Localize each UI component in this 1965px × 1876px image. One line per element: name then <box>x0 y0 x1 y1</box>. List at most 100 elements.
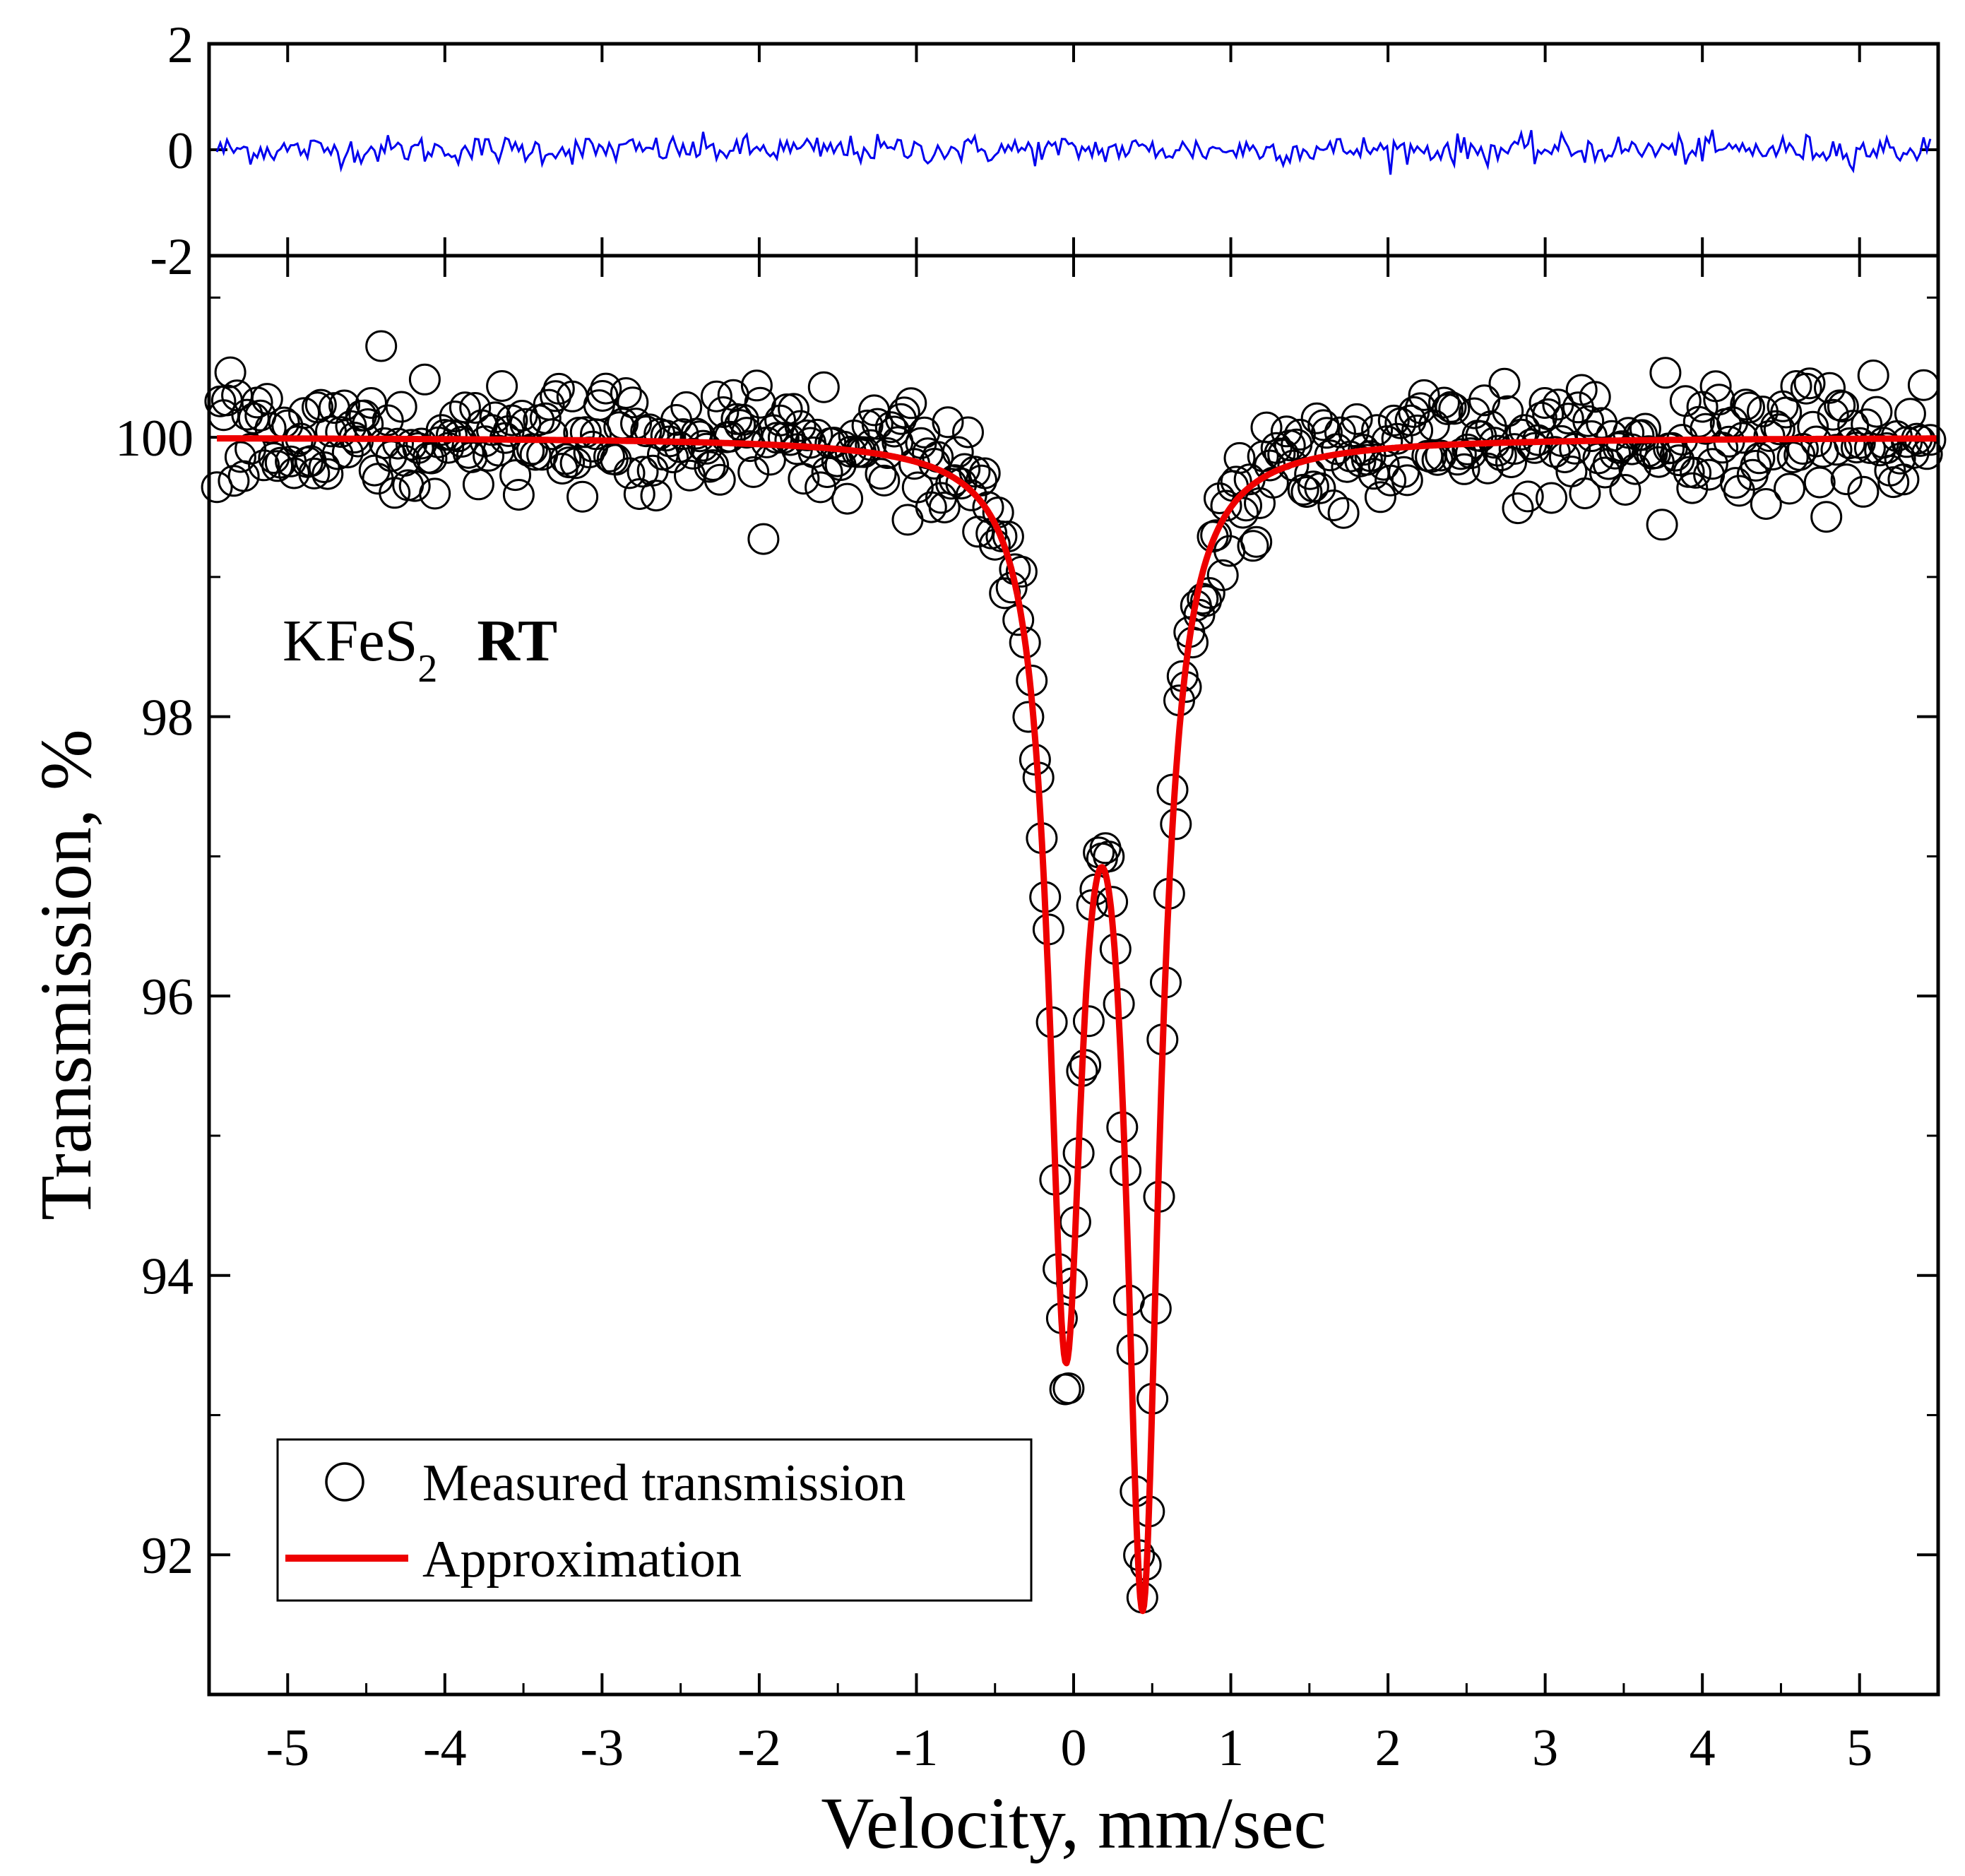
x-tick-label-4: -1 <box>895 1719 939 1777</box>
data-point <box>1093 841 1125 873</box>
data-point <box>610 377 642 409</box>
data-point <box>1310 417 1343 449</box>
data-point <box>1492 395 1524 427</box>
data-point <box>694 451 726 483</box>
data-point <box>1676 472 1709 504</box>
data-point <box>328 389 360 422</box>
data-point <box>1341 403 1373 435</box>
data-point <box>365 330 398 362</box>
data-point <box>248 449 280 482</box>
data-point <box>1793 367 1826 400</box>
data-point <box>1498 433 1531 465</box>
data-point <box>1552 403 1584 435</box>
data-point <box>1468 384 1500 417</box>
x-tick-label-1: -4 <box>423 1719 467 1777</box>
data-point <box>1733 391 1765 424</box>
x-tick-label-6: 1 <box>1218 1719 1244 1777</box>
data-point <box>486 370 518 402</box>
data-point <box>1448 453 1480 485</box>
data-point <box>677 437 709 470</box>
data-point <box>855 429 887 461</box>
data-point <box>1860 396 1893 428</box>
data-point <box>1699 370 1732 403</box>
y-tick-label-1: 94 <box>141 1248 194 1306</box>
data-point <box>569 416 602 449</box>
data-point <box>674 459 706 492</box>
measured-points <box>201 330 1947 1614</box>
data-point <box>459 392 492 424</box>
data-point <box>372 404 404 437</box>
data-point <box>704 463 736 496</box>
data-point <box>1495 446 1527 478</box>
y-tick-label-2: 96 <box>141 968 194 1026</box>
data-point <box>1532 398 1565 430</box>
data-point <box>540 380 572 412</box>
data-point <box>1428 386 1460 419</box>
data-point <box>311 458 344 490</box>
residual-y-tick-label-2: 2 <box>167 16 194 74</box>
data-point <box>1237 530 1269 562</box>
data-point <box>449 391 481 424</box>
data-point <box>590 372 622 405</box>
data-point <box>932 406 964 439</box>
data-point <box>1669 385 1702 417</box>
data-point <box>499 459 532 492</box>
data-point <box>1206 559 1239 591</box>
data-point <box>385 391 417 423</box>
data-point <box>697 449 730 481</box>
data-point <box>566 480 599 513</box>
residual-panel: -2 0 2 <box>150 16 1940 286</box>
x-tick-label-10: 5 <box>1846 1719 1872 1777</box>
data-point <box>1790 372 1822 405</box>
data-point <box>1435 391 1467 423</box>
data-point <box>885 403 917 435</box>
data-point <box>1569 477 1601 509</box>
data-point <box>214 356 247 388</box>
data-point <box>1853 432 1886 464</box>
data-point <box>623 478 655 510</box>
data-point <box>1696 448 1728 480</box>
data-point <box>201 471 233 504</box>
data-point <box>613 457 646 489</box>
x-tick-label-3: -2 <box>737 1719 781 1777</box>
data-point <box>968 457 1001 489</box>
residual-series <box>215 129 1932 175</box>
data-point <box>640 480 672 512</box>
data-point <box>1371 425 1403 458</box>
data-point <box>1743 442 1776 475</box>
data-point <box>724 409 756 441</box>
data-point <box>865 458 897 490</box>
data-point <box>302 391 333 424</box>
sample-annotation: KFeS2 RT <box>283 608 557 691</box>
data-point <box>1444 438 1477 470</box>
data-point <box>502 479 535 511</box>
data-point <box>1887 463 1920 496</box>
data-point <box>1613 417 1645 449</box>
legend-box <box>276 1438 1033 1602</box>
x-tick-label-5: 0 <box>1061 1719 1087 1777</box>
data-point <box>1072 1005 1105 1038</box>
data-point <box>888 396 920 429</box>
x-axis-title: Velocity, mm/sec <box>821 1783 1326 1864</box>
data-point <box>513 434 545 467</box>
data-point <box>1536 482 1567 514</box>
data-point <box>586 380 619 412</box>
data-point <box>1572 405 1605 437</box>
data-point <box>1005 555 1038 588</box>
data-point <box>298 457 331 489</box>
data-point <box>1680 456 1712 489</box>
data-point <box>861 408 894 440</box>
data-point <box>1391 464 1423 497</box>
data-point <box>1438 393 1471 425</box>
data-point <box>1364 481 1396 513</box>
data-point <box>1458 397 1490 429</box>
residual-line <box>215 129 1932 175</box>
residual-y-tick-labels: -2 0 2 <box>150 16 194 286</box>
data-point <box>1763 413 1795 446</box>
data-point <box>1834 427 1866 459</box>
data-point <box>784 410 817 442</box>
data-point <box>231 398 263 431</box>
residual-y-tick-label-0: -2 <box>150 228 194 286</box>
data-point <box>778 393 810 425</box>
